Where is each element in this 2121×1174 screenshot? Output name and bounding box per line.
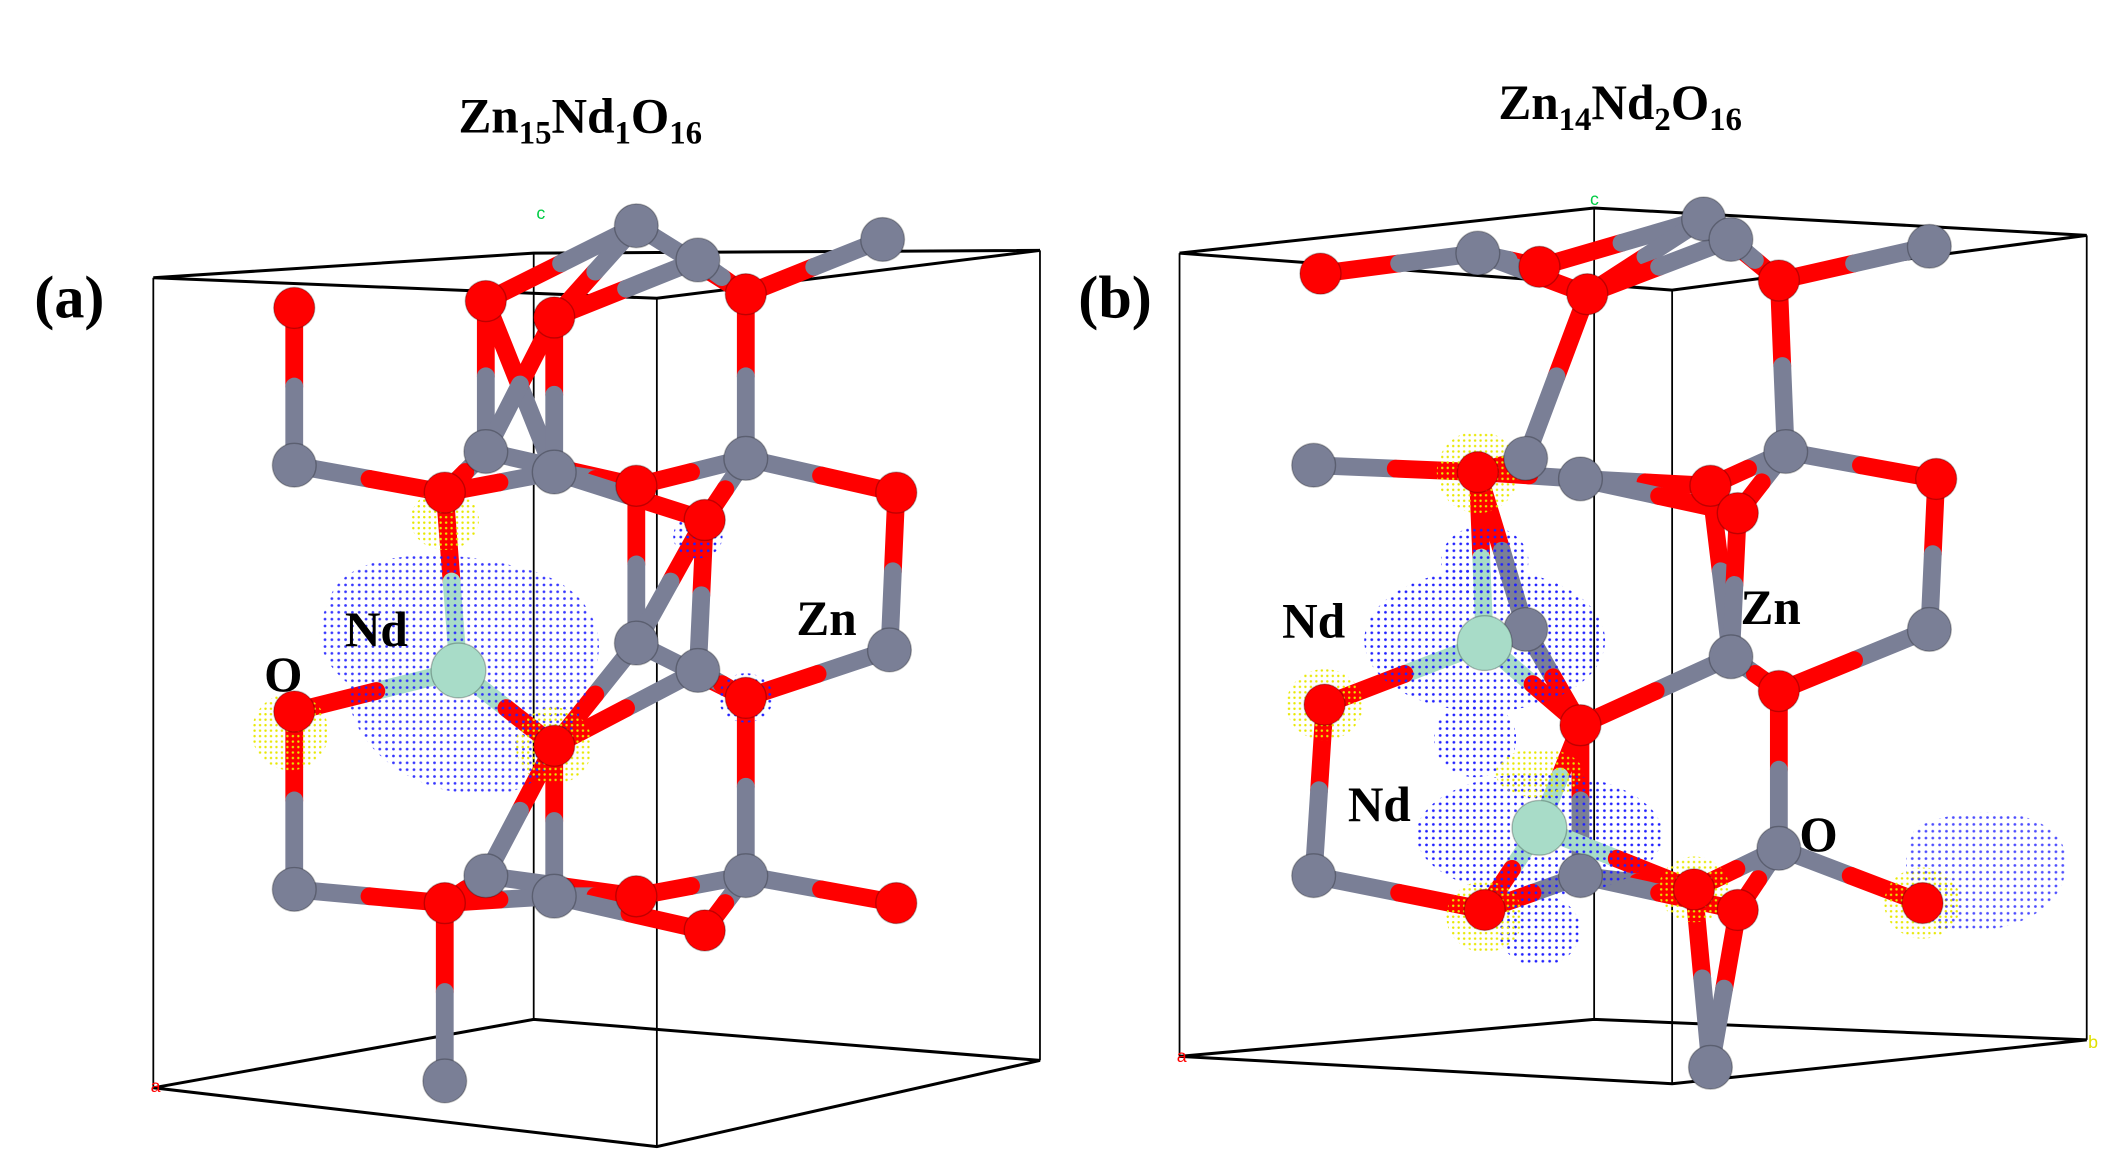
axis-label-a: a: [151, 1076, 161, 1096]
label-zn: Zn: [1741, 580, 1801, 635]
zinc-atom: [531, 449, 577, 495]
zinc-atom: [463, 428, 509, 475]
zinc-atom: [1756, 825, 1802, 871]
oxygen-atom: [1463, 888, 1506, 932]
zinc-atom: [1687, 1044, 1734, 1090]
zinc-atom: [531, 873, 577, 919]
axis-label-b: b: [2088, 1032, 2098, 1052]
oxygen-atom: [1689, 464, 1732, 507]
oxygen-atom: [423, 881, 466, 925]
oxygen-atom: [1915, 457, 1958, 501]
oxygen-atom: [464, 279, 508, 323]
panel-b: (b) Zn14Nd2O16 Nd Nd Zn O c a b: [1078, 75, 2098, 1090]
zinc-atom: [1708, 634, 1754, 680]
oxygen-atom: [724, 676, 767, 720]
axis-label-a: a: [1177, 1046, 1187, 1066]
oxygen-atom: [1757, 259, 1801, 302]
neodymium-atom: [1511, 799, 1568, 856]
zinc-atom: [1557, 853, 1604, 899]
panel-a-tag: (a): [34, 264, 104, 331]
oxygen-atom: [683, 909, 726, 952]
zinc-atom: [1763, 428, 1809, 475]
oxygen-atom: [1303, 683, 1346, 726]
label-nd-lower: Nd: [1348, 777, 1411, 832]
oxygen-atom: [533, 724, 576, 767]
oxygen-atom: [875, 881, 918, 925]
zinc-atom: [1455, 230, 1501, 276]
panel-b-title: Zn14Nd2O16: [1498, 75, 1742, 138]
zinc-atom: [723, 435, 769, 481]
zinc-atom: [1708, 216, 1754, 263]
zinc-atom: [675, 647, 721, 694]
oxygen-atom: [1672, 868, 1716, 911]
zinc-atom: [1291, 442, 1337, 488]
atoms-b: [1291, 196, 1958, 1090]
panel-b-tag: (b): [1078, 264, 1152, 331]
oxygen-atom: [1299, 252, 1342, 295]
zinc-atom: [271, 866, 317, 912]
oxygen-atom: [1901, 881, 1944, 925]
label-nd-upper: Nd: [1282, 594, 1345, 649]
neodymium-atom: [1456, 615, 1513, 672]
zinc-atom: [1906, 606, 1952, 652]
panel-a-title: Zn15Nd1O16: [458, 89, 702, 152]
zinc-atom: [463, 853, 509, 899]
zinc-atom: [613, 620, 659, 666]
zinc-atom: [1557, 456, 1604, 502]
zinc-atom: [1906, 223, 1952, 269]
oxygen-atom: [1456, 450, 1500, 494]
zinc-atom: [675, 237, 721, 283]
oxygen-atom: [533, 296, 576, 339]
zinc-atom: [723, 853, 769, 899]
oxygen-atom: [273, 690, 316, 733]
nd-isosurface: [1495, 748, 1584, 798]
zinc-atom: [271, 442, 317, 488]
oxygen-atom: [1757, 669, 1801, 713]
label-o: O: [264, 647, 302, 702]
zinc-atom: [1291, 853, 1337, 899]
zinc-atom: [613, 203, 659, 249]
oxygen-atom: [683, 498, 726, 542]
oxygen-atom: [423, 471, 466, 514]
zinc-atom: [1503, 435, 1549, 481]
oxygen-atom: [615, 464, 658, 507]
neodymium-atom: [430, 642, 487, 699]
oxygen-atom: [1716, 491, 1760, 535]
oxygen-atom: [1518, 245, 1561, 289]
axis-label-c: c: [536, 203, 545, 223]
label-zn: Zn: [796, 591, 856, 646]
nd-isosurface: [1434, 700, 1517, 778]
oxygen-atom: [273, 286, 316, 330]
zinc-atom: [860, 216, 906, 263]
nd-isosurface: [1440, 525, 1529, 597]
oxygen-atom: [1716, 888, 1760, 932]
axis-label-c: c: [1590, 189, 1599, 209]
oxygen-atom: [1566, 272, 1609, 316]
unit-cell-box-b: [1178, 206, 2088, 1086]
o-isosurface-blue: [1906, 812, 2067, 932]
zinc-atom: [866, 627, 913, 673]
atoms-a: [271, 203, 918, 1104]
oxygen-atom: [875, 471, 918, 514]
label-nd: Nd: [345, 602, 408, 657]
o-isosurface: [410, 489, 479, 551]
label-o: O: [1799, 807, 1837, 862]
oxygen-atom: [615, 875, 658, 918]
panel-a: (a) Zn15Nd1O16 Nd O Zn c a: [34, 89, 1041, 1149]
oxygen-atom: [724, 272, 767, 316]
zinc-atom: [422, 1058, 468, 1104]
oxygen-atom: [1559, 703, 1602, 747]
